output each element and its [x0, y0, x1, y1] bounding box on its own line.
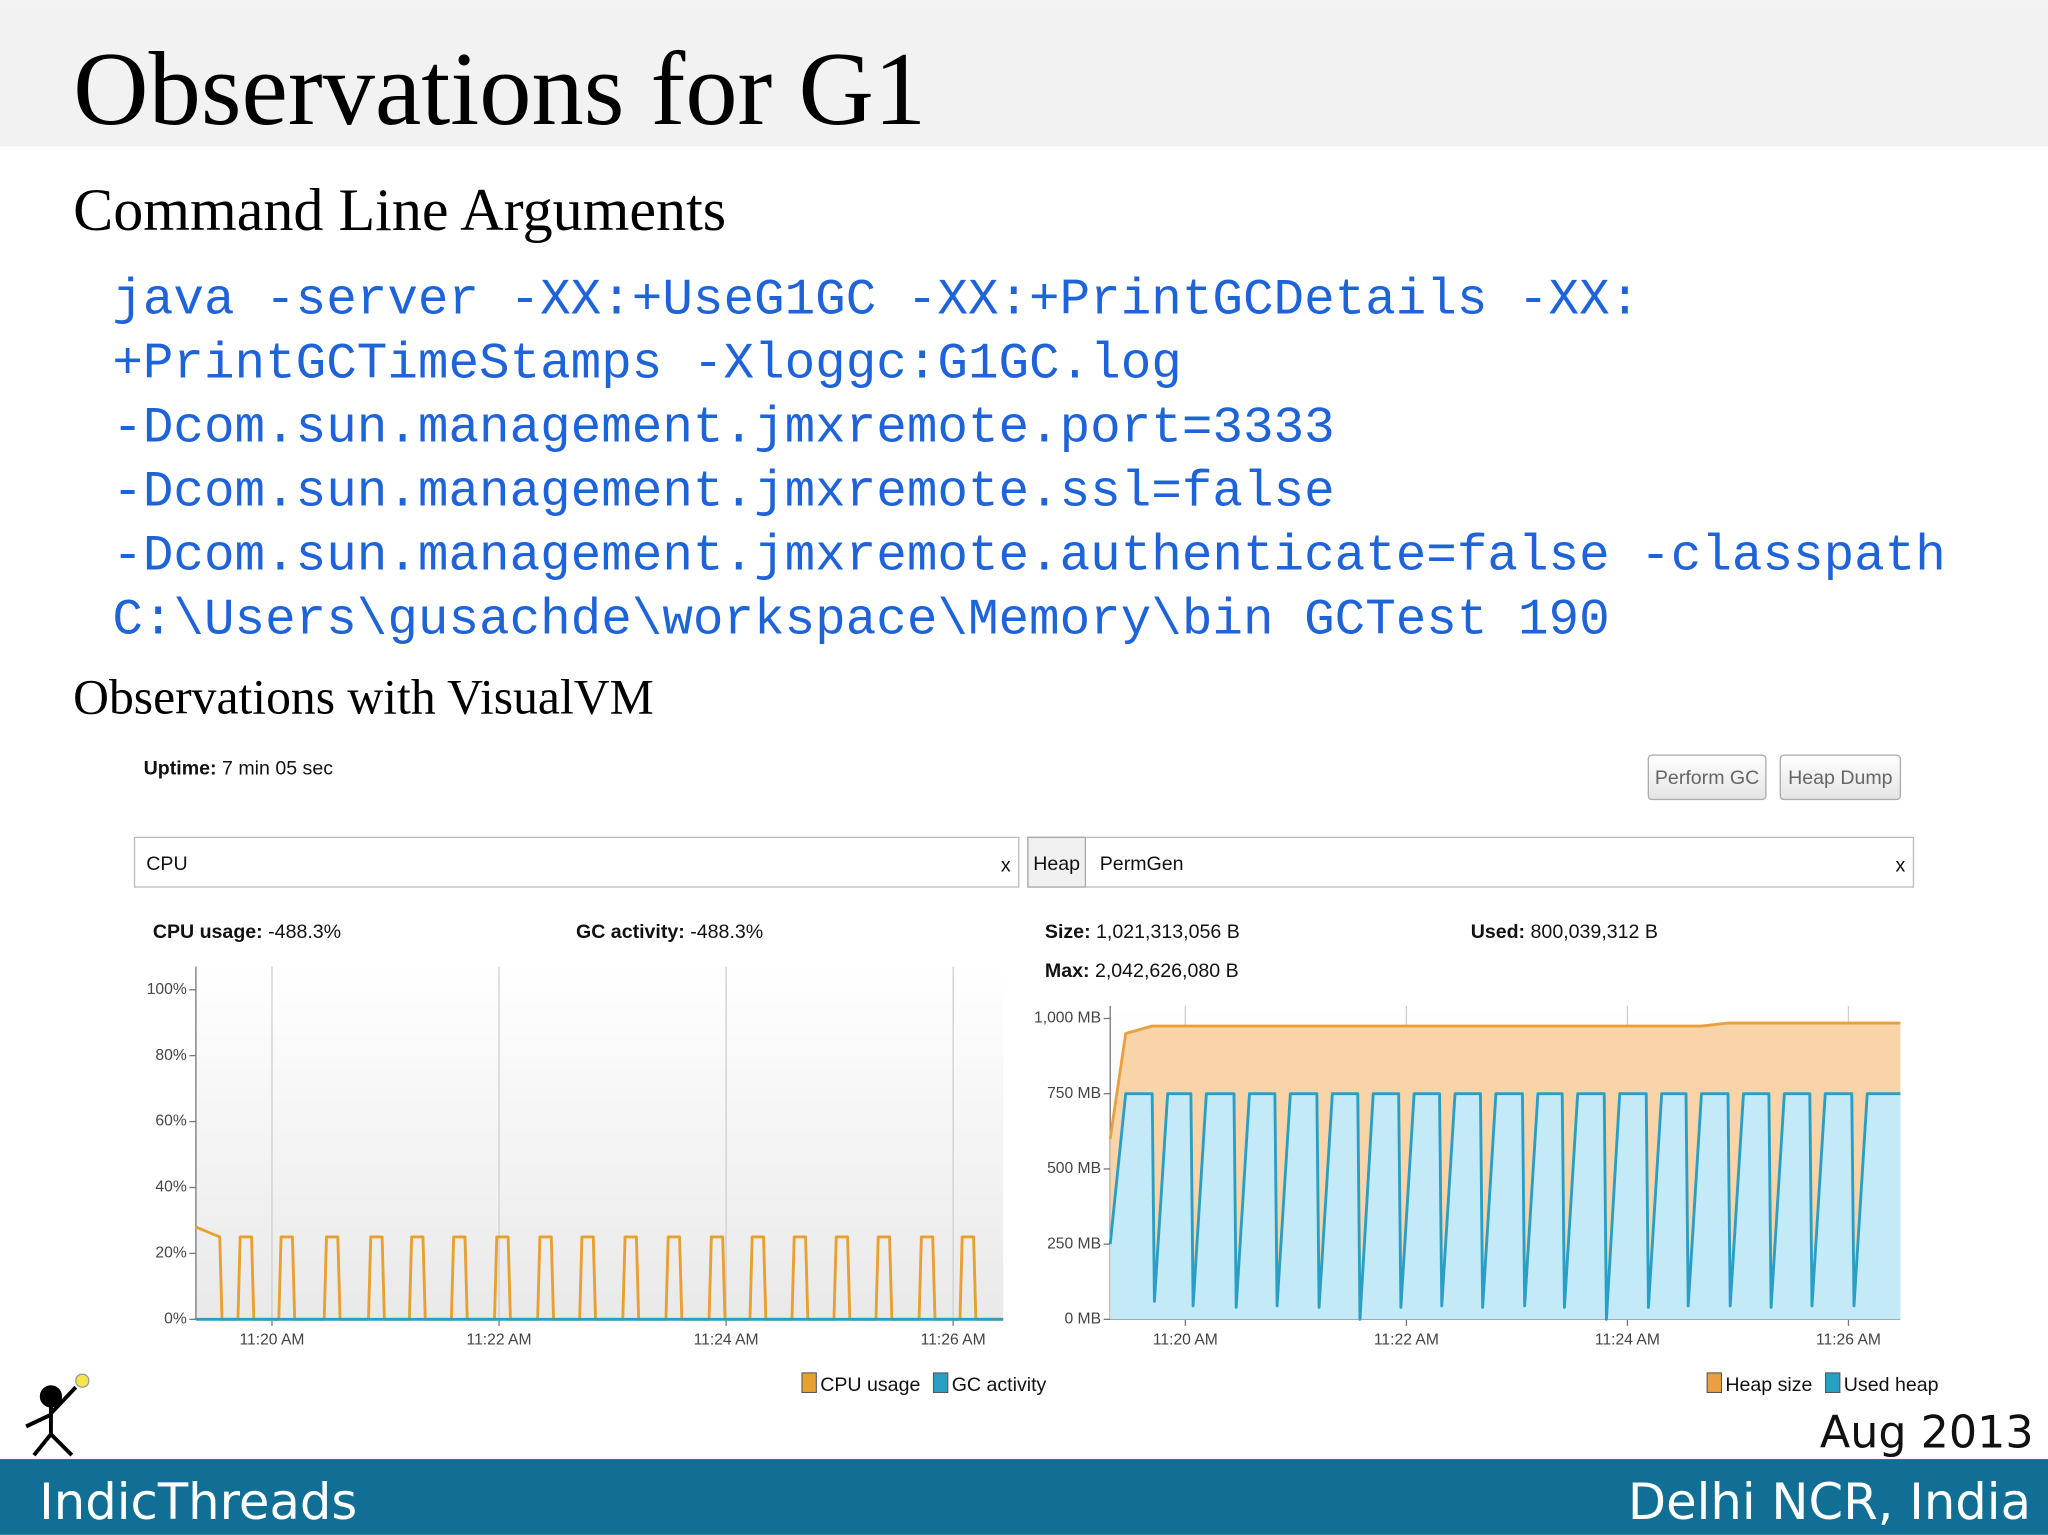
y-tick-label: 0% — [164, 1310, 187, 1327]
value: 1,021,313,056 B — [1096, 921, 1240, 943]
x-tick-label: 11:22 AM — [467, 1331, 532, 1348]
button-label[interactable]: Perform GC — [1655, 767, 1759, 789]
legend-swatch — [1706, 1372, 1722, 1394]
heap-tab-box — [1027, 836, 1087, 888]
legend-label: Used heap — [1844, 1374, 1939, 1396]
perform-gc-button[interactable] — [1647, 754, 1767, 801]
label: GC activity: — [576, 921, 685, 943]
subtitle: Command Line Arguments — [73, 176, 726, 243]
heap-dump-button[interactable] — [1779, 754, 1902, 801]
close-button[interactable]: x — [1001, 854, 1011, 876]
x-tick-label: 11:20 AM — [1153, 1331, 1218, 1348]
date: Aug 2013 — [1820, 1407, 2034, 1458]
command-line: -Dcom.sun.management.jmxremote.port=3333 — [112, 401, 1334, 458]
uptime-label: Uptime: — [144, 758, 217, 780]
close-button[interactable]: x — [1896, 854, 1906, 876]
y-tick-label: 20% — [155, 1245, 186, 1262]
cpu-header — [133, 836, 1020, 888]
brand: IndicThreads — [39, 1473, 357, 1531]
y-tick-label: 0 MB — [1065, 1310, 1102, 1327]
y-tick-label: 40% — [155, 1179, 186, 1196]
y-tick-label: 80% — [155, 1047, 186, 1064]
x-tick-label: 11:26 AM — [921, 1331, 986, 1348]
value: -488.3% — [690, 921, 763, 943]
section-heading: Observations with VisualVM — [73, 669, 654, 724]
x-tick-label: 11:24 AM — [694, 1331, 759, 1348]
series-line — [1108, 1092, 1901, 1321]
plot-area — [195, 966, 1004, 1320]
value: 2,042,626,080 B — [1095, 960, 1239, 982]
command-line: +PrintGCTimeStamps -Xloggc:G1GC.log — [112, 337, 1182, 394]
heap-max: Max: 2,042,626,080 B — [1045, 960, 1239, 982]
legend-swatch — [932, 1372, 949, 1394]
command-line: -Dcom.sun.management.jmxremote.ssl=false — [112, 465, 1334, 522]
command-line: -Dcom.sun.management.jmxremote.authentic… — [112, 529, 1946, 586]
legend-label: GC activity — [952, 1374, 1047, 1396]
stick-figure-icon — [25, 1373, 90, 1457]
button-label[interactable]: Heap Dump — [1788, 767, 1893, 789]
legend-label: CPU usage — [820, 1374, 920, 1396]
title-band — [0, 0, 2048, 147]
y-tick-label: 1,000 MB — [1034, 1010, 1101, 1027]
command-line: java -server -XX:+UseG1GC -XX:+PrintGCDe… — [112, 273, 1640, 330]
permgen-tab[interactable]: PermGen — [1100, 853, 1184, 875]
y-tick-label: 750 MB — [1047, 1085, 1101, 1102]
label: Max: — [1045, 960, 1090, 982]
legend-label: Heap size — [1725, 1374, 1812, 1396]
gc-activity: GC activity: -488.3% — [576, 921, 763, 943]
charts: 11:20 AM 11:22 AM 11:24 AM 11:26 AM 0% 20% 40%… — [147, 966, 1939, 1396]
heap-size: Size: 1,021,313,056 B — [1045, 921, 1240, 943]
heap-used: Used: 800,039,312 B — [1471, 921, 1658, 943]
value: 800,039,312 B — [1531, 921, 1658, 943]
command-block: java -server -XX:+UseG1GC -XX:+PrintGCDe… — [112, 273, 1946, 650]
heap-header — [1027, 836, 1915, 888]
uptime: Uptime: 7 min 05 sec — [144, 758, 334, 780]
footer-band — [0, 1459, 2048, 1535]
legend-swatch — [1824, 1372, 1841, 1394]
value: -488.3% — [268, 921, 341, 943]
heap-tab[interactable]: Heap — [1033, 853, 1080, 875]
y-tick-label: 250 MB — [1047, 1235, 1101, 1252]
x-tick-label: 11:24 AM — [1595, 1331, 1660, 1348]
series-line — [1108, 1021, 1901, 1140]
x-tick-label: 11:26 AM — [1816, 1331, 1881, 1348]
legend-swatch — [801, 1372, 817, 1394]
y-tick-label: 500 MB — [1047, 1160, 1101, 1177]
y-tick-label: 60% — [155, 1113, 186, 1130]
label: Used: — [1471, 921, 1525, 943]
location: Delhi NCR, India — [1628, 1473, 2031, 1531]
x-tick-label: 11:22 AM — [1374, 1331, 1439, 1348]
label: Size: — [1045, 921, 1091, 943]
x-tick-label: 11:20 AM — [239, 1331, 304, 1348]
cpu-tab[interactable]: CPU — [146, 853, 187, 875]
cpu-usage: CPU usage: -488.3% — [153, 921, 341, 943]
uptime-value: 7 min 05 sec — [222, 758, 333, 780]
label: CPU usage: — [153, 921, 263, 943]
area — [1110, 1093, 1901, 1320]
y-tick-label: 100% — [147, 981, 187, 998]
slide-title: Observations for G1 — [73, 31, 926, 147]
command-line: C:\Users\gusachde\workspace\Memory\bin G… — [112, 593, 1609, 650]
